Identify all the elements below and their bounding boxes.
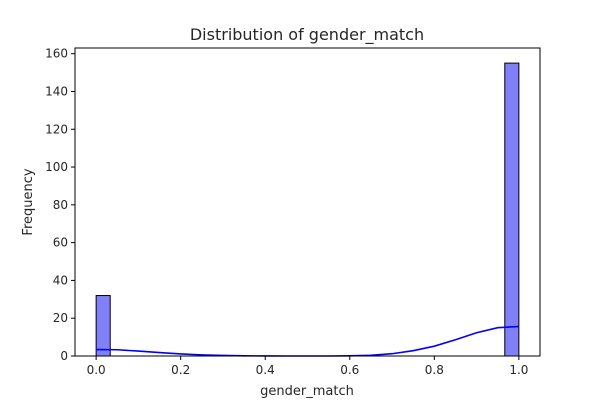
bars-layer xyxy=(95,62,520,357)
y-tick-label: 0 xyxy=(60,349,68,363)
histogram-bar-0 xyxy=(95,295,111,357)
chart-title: Distribution of gender_match xyxy=(190,25,424,45)
y-axis-label: Frequency xyxy=(21,168,36,235)
y-tick-label: 60 xyxy=(53,236,68,250)
y-tick-label: 20 xyxy=(53,311,68,325)
histogram-bar-1 xyxy=(504,62,520,357)
x-axis-label: gender_match xyxy=(260,384,354,399)
y-axis-ticks: 0 20 40 60 80 100 120 140 160 xyxy=(45,47,75,363)
kde-layer xyxy=(96,325,519,357)
kde-line xyxy=(96,325,519,357)
x-axis-ticks: 0.0 0.2 0.4 0.6 0.8 1.0 xyxy=(87,356,528,377)
y-tick-label: 160 xyxy=(45,47,68,61)
y-tick-label: 120 xyxy=(45,122,68,136)
x-tick-label: 1.0 xyxy=(509,363,528,377)
plot-frame xyxy=(74,47,541,357)
x-tick-label: 0.8 xyxy=(425,363,444,377)
y-tick-label: 40 xyxy=(53,273,68,287)
x-tick-label: 0.6 xyxy=(340,363,359,377)
y-tick-label: 100 xyxy=(45,160,68,174)
x-tick-label: 0.0 xyxy=(87,363,106,377)
y-tick-label: 80 xyxy=(53,198,68,212)
x-tick-label: 0.4 xyxy=(256,363,275,377)
y-tick-label: 140 xyxy=(45,84,68,98)
x-tick-label: 0.2 xyxy=(171,363,190,377)
